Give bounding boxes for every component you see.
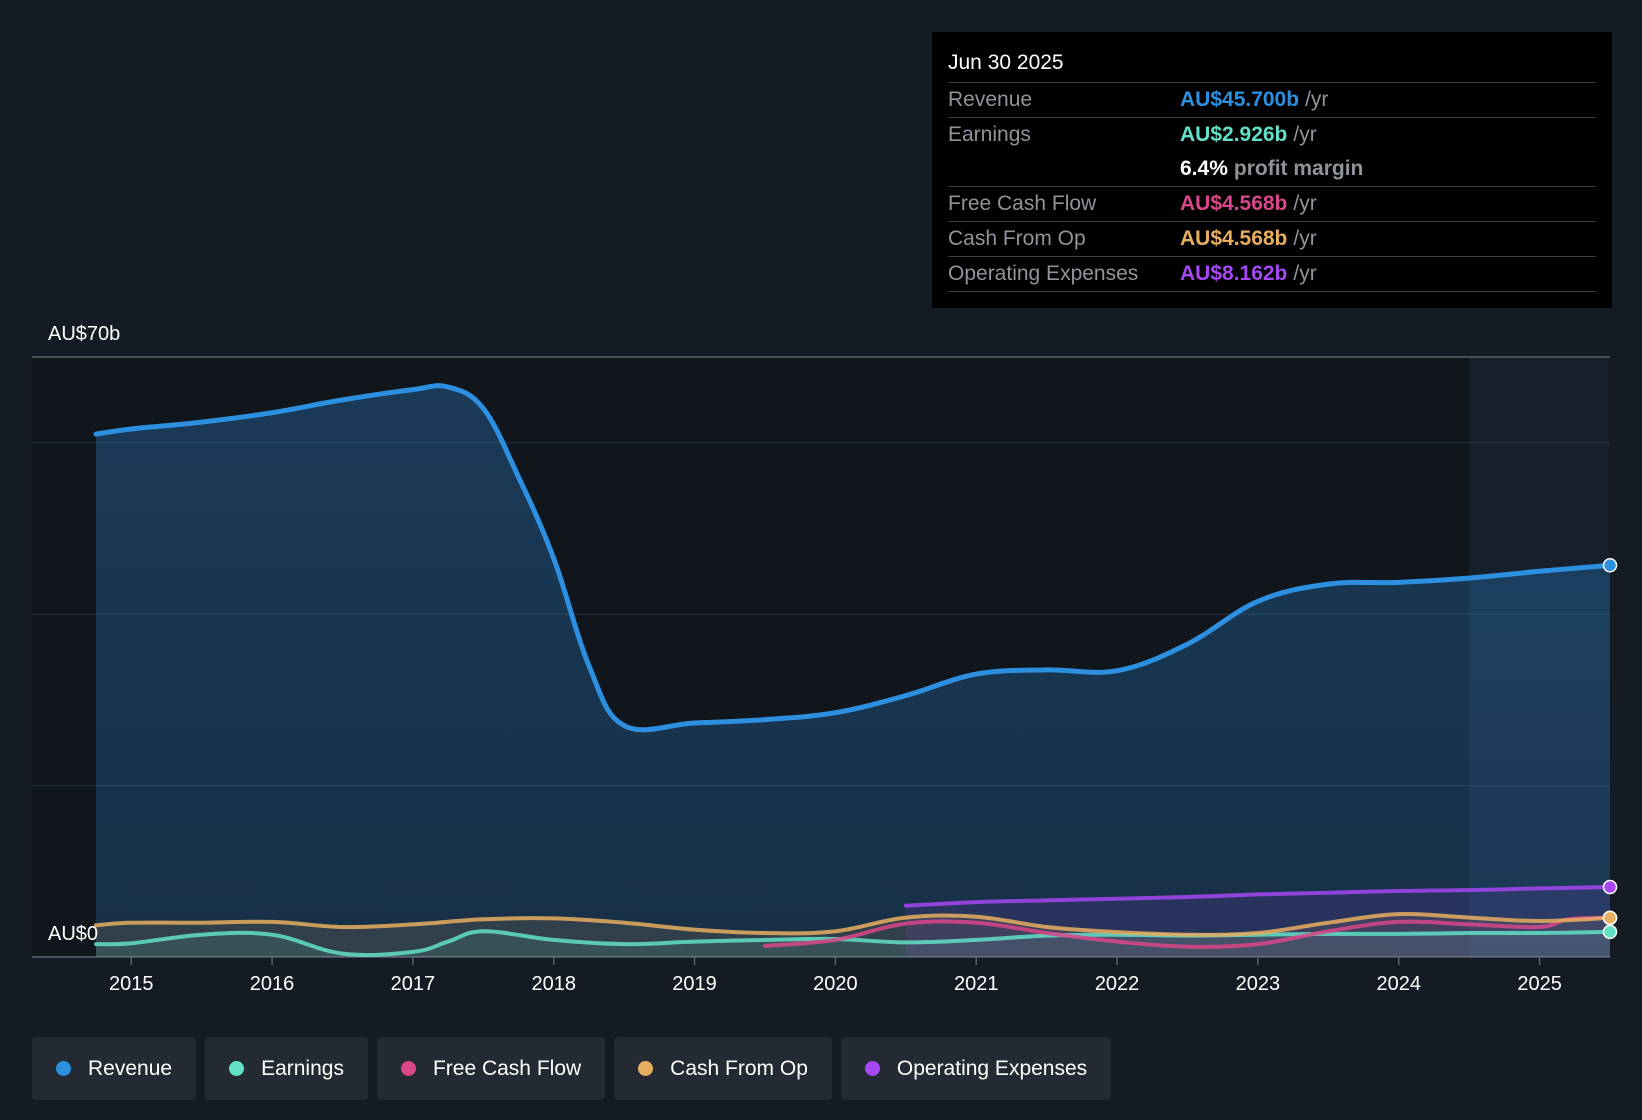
tooltip-label: Cash From Op [948,227,1086,250]
legend-label: Operating Expenses [896,1056,1088,1080]
y-tick-top: AU$70b [48,323,120,345]
tooltip-row-opex: Operating Expenses AU$8.162b /yr [948,256,1596,292]
tooltip-value: 6.4% [1180,157,1228,180]
tooltip-row-earnings: Earnings AU$2.926b /yr [948,117,1596,152]
x-tick-label: 2024 [1376,973,1421,995]
series-end-dots [1602,558,1618,940]
end-dot-cash-from-op [1602,910,1618,926]
tooltip-row-cfo: Cash From Op AU$4.568b /yr [948,221,1596,256]
x-tick-label: 2016 [250,973,295,995]
tooltip-value: AU$4.568b [1180,192,1288,215]
tooltip-unit: /yr [1293,192,1317,215]
area-revenue [96,385,1610,957]
legend-item-free-cash-flow[interactable]: Free Cash Flow [376,1037,606,1100]
tooltip-row-fcf: Free Cash Flow AU$4.568b /yr [948,186,1596,221]
tooltip-unit: /yr [1293,227,1317,250]
tooltip-label: Operating Expenses [948,262,1139,285]
x-axis-ticks: 2015 2016 2017 2018 2019 2020 2021 2022 2023 2024… [109,957,1562,995]
tooltip-label: Free Cash Flow [948,192,1097,215]
tooltip-panel: Jun 30 2025 Revenue AU$45.700b /yr Earni… [932,32,1612,308]
tooltip-unit: /yr [1305,88,1329,111]
x-tick-label: 2023 [1236,973,1281,995]
tooltip-label: Earnings [948,123,1031,146]
legend-label: Revenue [88,1056,173,1080]
tooltip-unit: /yr [1293,262,1317,285]
end-dot-operating-expenses [1602,879,1618,895]
legend-label: Free Cash Flow [432,1056,582,1080]
tooltip-value: AU$45.700b [1180,88,1300,111]
legend-label: Earnings [261,1056,344,1080]
legend-item-revenue[interactable]: Revenue [32,1037,197,1100]
legend-item-earnings[interactable]: Earnings [205,1037,368,1100]
legend-dot-icon [400,1061,416,1076]
legend-item-operating-expenses[interactable]: Operating Expenses [840,1037,1112,1100]
legend-dot-icon [56,1061,71,1076]
line-earnings [94,929,1612,958]
x-tick-label: 2015 [109,973,154,995]
tooltip-value: AU$2.926b [1180,123,1288,146]
end-dot-earnings [1602,924,1618,940]
tooltip-unit: profit margin [1233,157,1364,180]
x-tick-label: 2022 [1095,973,1140,995]
tooltip-value: AU$4.568b [1180,227,1288,250]
end-dot-revenue [1602,558,1618,573]
x-tick-label: 2021 [954,973,999,995]
legend-dot-icon [638,1061,654,1076]
series-lines [93,383,1613,958]
y-tick-bottom: AU$0 [48,923,98,945]
tooltip-row-revenue: Revenue AU$45.700b /yr [948,82,1596,117]
tooltip-value: AU$8.162b [1180,262,1288,285]
legend: Revenue Earnings Free Cash Flow Cash Fro… [32,1037,1112,1100]
tooltip-unit: /yr [1293,123,1317,146]
line-revenue [93,383,1613,733]
x-tick-label: 2018 [531,973,576,995]
area-earnings [96,931,1610,957]
tooltip-row-margin: 6.4% profit margin [948,152,1596,186]
legend-dot-icon [864,1061,880,1076]
tooltip-label: Revenue [948,88,1033,111]
line-cash-from-op [94,911,1612,937]
line-operating-expenses [903,885,1612,908]
x-tick-label: 2020 [813,973,858,995]
legend-dot-icon [229,1061,245,1076]
line-free-cash-flow [763,915,1612,949]
x-tick-label: 2017 [391,973,436,995]
legend-label: Cash From Op [670,1056,808,1080]
tooltip-date: Jun 30 2025 [948,51,1064,74]
x-tick-label: 2025 [1517,973,1562,995]
legend-item-cash-from-op[interactable]: Cash From Op [614,1037,832,1100]
x-tick-label: 2019 [672,973,717,995]
